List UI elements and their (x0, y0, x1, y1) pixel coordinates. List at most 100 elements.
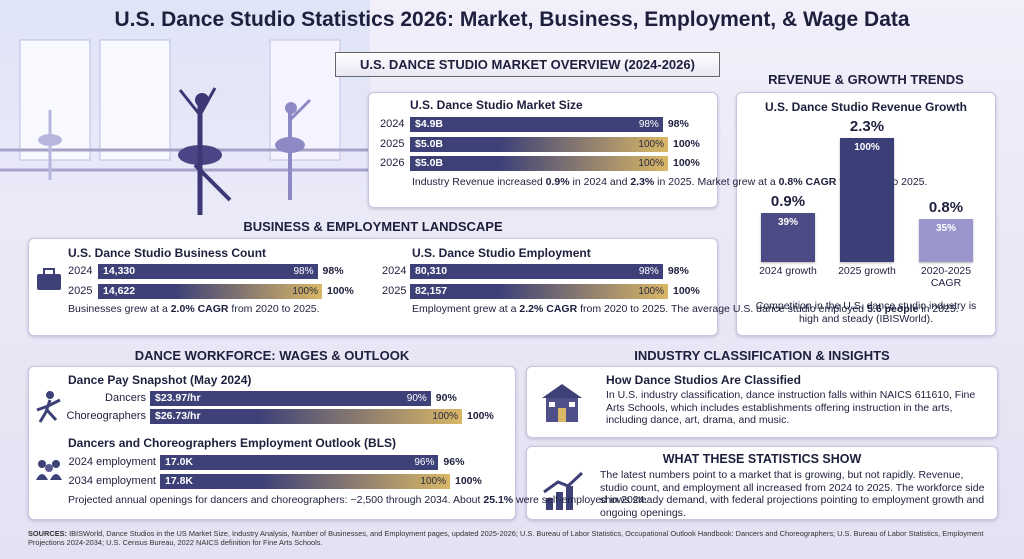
note-emphasis: 25.1% (483, 494, 514, 506)
bar (410, 117, 663, 132)
category-label: 2026 (380, 157, 405, 169)
card-title: WHAT THESE STATISTICS SHOW (662, 452, 862, 466)
section-heading: DANCE WORKFORCE: WAGES & OUTLOOK (134, 348, 410, 363)
category-label: Choreographers (66, 410, 147, 422)
note-emphasis: 0.8% CAGR (778, 176, 837, 188)
note-emphasis: 2.0% CAGR (170, 303, 229, 315)
note-text: Businesses grew at a (68, 303, 171, 315)
card-title: How Dance Studios Are Classified (606, 373, 801, 387)
bar (410, 264, 663, 279)
briefcase-icon (37, 268, 61, 290)
chart-title: U.S. Dance Studio Employment (412, 246, 591, 260)
note: Projected annual openings for dancers an… (68, 494, 647, 507)
percent-label: 100% (673, 138, 700, 150)
bar-amount: 17.8K (165, 475, 194, 487)
sources-label: SOURCES: (28, 529, 68, 538)
dancer-icon (36, 391, 61, 423)
column (919, 218, 973, 262)
note-text: were self-employed in 2024. (513, 494, 648, 506)
bar-percent: 100% (638, 158, 664, 169)
bar (410, 156, 668, 171)
note-emphasis: 2.2% CAGR (519, 303, 578, 315)
bar-amount: $5.0B (415, 138, 444, 150)
bar-amount: $26.73/hr (155, 410, 201, 422)
percent-label: 98% (667, 118, 689, 130)
share-label: 100% (854, 142, 880, 153)
section-heading: REVENUE & GROWTH TRENDS (768, 72, 964, 87)
note-text: from 2020 to 2025. (228, 303, 320, 315)
bar-amount: $4.9B (415, 118, 444, 130)
percent-label: 100% (455, 475, 482, 487)
category-label: 2025 (382, 285, 407, 297)
value-label: 0.9% (770, 193, 806, 211)
bar-percent: 96% (414, 457, 435, 468)
note-text: in 2025. Market grew at a (654, 176, 779, 188)
note-emphasis: 0.9% (545, 176, 570, 188)
share-label: 35% (935, 222, 956, 234)
category-label: Dancers (105, 392, 146, 404)
bar-amount: 14,622 (103, 285, 136, 297)
card-text: In U.S. industry classification, dance i… (606, 389, 976, 426)
bar-amount: 14,330 (103, 265, 136, 277)
chart-title: Dance Pay Snapshot (May 2024) (68, 373, 252, 387)
percent-label: 100% (467, 410, 494, 422)
note: Employment grew at a 2.2% CAGR from 2020… (412, 303, 959, 316)
chart-title: U.S. Dance Studio Market Size (410, 98, 583, 112)
bar-percent: 100% (292, 286, 318, 297)
bar (98, 284, 322, 299)
sources-text: IBISWorld, Dance Studios in the US Marke… (28, 529, 984, 547)
share-label: 39% (777, 217, 798, 229)
category-label: 2025 growth (838, 265, 896, 277)
bar-amount: 82,157 (415, 285, 448, 297)
note-text: Industry Revenue increased (412, 176, 546, 188)
bar (150, 391, 431, 406)
card-text: The latest numbers point to a market tha… (600, 469, 985, 519)
note: Businesses grew at a 2.0% CAGR from 2020… (68, 303, 388, 316)
percent-label: 100% (327, 285, 354, 297)
bar (410, 137, 668, 152)
studio-illustration (0, 0, 370, 240)
bar (160, 455, 439, 470)
bar-percent: 90% (406, 393, 427, 404)
category-label: 2025 (380, 138, 405, 150)
bar-percent: 98% (293, 266, 314, 277)
note-text: Projected annual openings for dancers an… (68, 494, 484, 506)
bar (160, 474, 450, 489)
school-icon (542, 384, 582, 422)
summary-card (526, 446, 998, 520)
bar-percent: 98% (638, 266, 659, 277)
category-label: 2034 employment (68, 475, 156, 487)
category-label: 2024 (380, 118, 405, 130)
bar-percent: 98% (638, 119, 659, 130)
note-emphasis: 5.6 people (867, 303, 919, 315)
value-label: 0.8% (928, 198, 964, 216)
category-label: 2024 employment (68, 456, 156, 468)
bar-amount: 17.0K (165, 456, 194, 468)
page-title: U.S. Dance Studio Statistics 2026: Marke… (114, 8, 910, 31)
note-text: from 2020 to 2025. The average U.S. danc… (577, 303, 868, 315)
growth-icon (543, 471, 584, 510)
category-label: 2024 (382, 265, 407, 277)
classification-card (526, 366, 998, 438)
bar-percent: 100% (638, 139, 664, 150)
bar-amount: $23.97/hr (155, 392, 201, 404)
bar (410, 284, 668, 299)
percent-label: 96% (443, 456, 465, 468)
chart-title: U.S. Dance Studio Business Count (68, 246, 267, 260)
note-text: in 2025. (918, 303, 959, 315)
note-text: Employment grew at a (412, 303, 520, 315)
chart-title: U.S. Dance Studio Revenue Growth (764, 100, 968, 114)
percent-label: 98% (667, 265, 689, 277)
percent-label: 100% (673, 157, 700, 169)
category-label: 2024 (68, 265, 93, 277)
revenue-note: Competition in the U.S. dance studio ind… (755, 300, 977, 325)
column (840, 138, 894, 262)
percent-label: 90% (435, 392, 457, 404)
category-label: 2024 growth (759, 265, 817, 277)
sources: SOURCES: IBISWorld, Dance Studios in the… (28, 529, 998, 547)
note-emphasis: 2.3% (630, 176, 655, 188)
note: Industry Revenue increased 0.9% in 2024 … (412, 176, 927, 189)
bar-percent: 100% (432, 411, 458, 422)
bar-percent: 100% (420, 476, 446, 487)
